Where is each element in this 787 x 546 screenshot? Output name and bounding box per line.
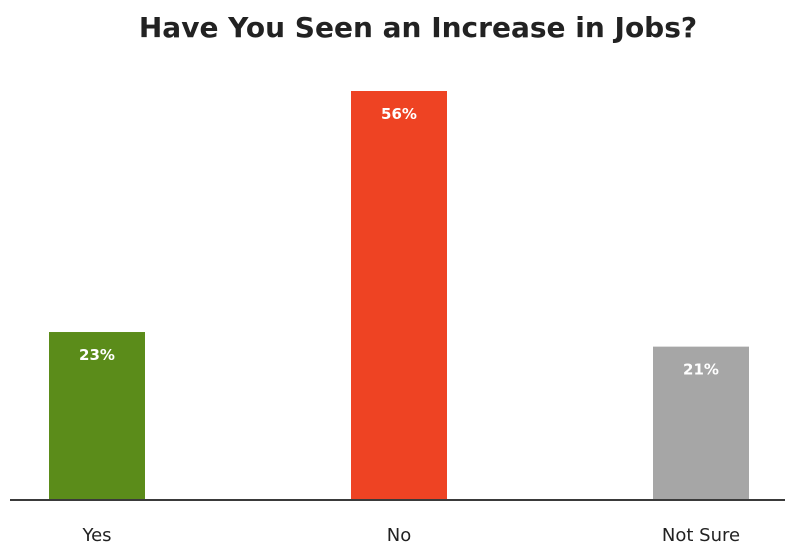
bar-not-sure xyxy=(653,346,749,500)
data-label-no: 56% xyxy=(381,105,417,123)
category-label-not-sure: Not Sure xyxy=(662,525,740,546)
category-label-no: No xyxy=(387,525,411,546)
data-label-not-sure: 21% xyxy=(683,361,719,379)
bar-yes xyxy=(49,332,145,500)
bar-no xyxy=(351,91,447,500)
bars-group: 23% 56% 21% xyxy=(49,91,749,500)
category-label-yes: Yes xyxy=(81,525,111,546)
category-labels-group: Yes No Not Sure xyxy=(81,525,740,546)
data-label-yes: 23% xyxy=(79,346,115,364)
chart-title: Have You Seen an Increase in Jobs? xyxy=(139,11,697,44)
